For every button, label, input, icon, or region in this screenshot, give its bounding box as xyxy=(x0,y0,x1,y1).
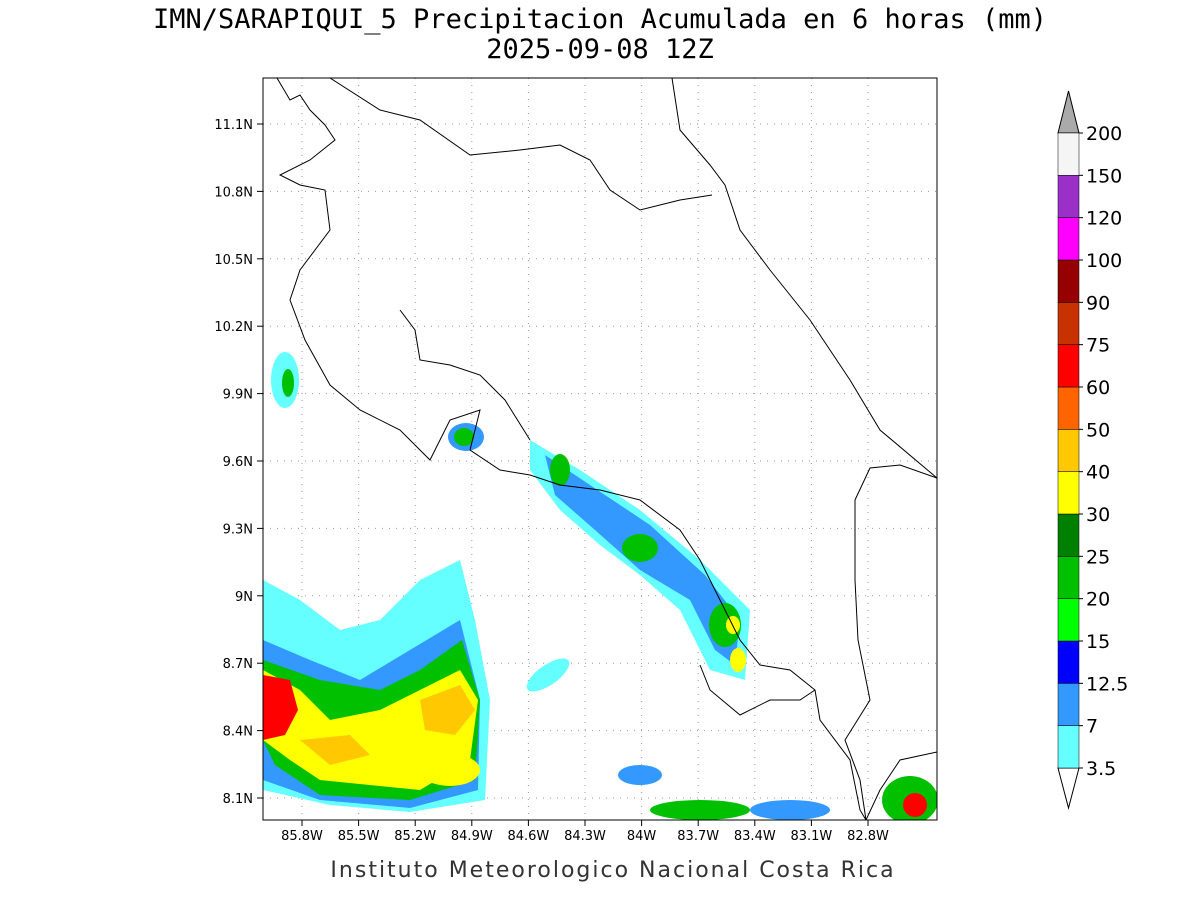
lat-tick-label: 8.7N xyxy=(223,657,253,672)
footer: Instituto Meteorologico Nacional Costa R… xyxy=(330,858,895,883)
lat-tick-label: 9.6N xyxy=(223,455,253,470)
lon-tick-label: 84.6W xyxy=(507,829,549,844)
colorbar-label: 100 xyxy=(1086,250,1122,272)
lat-tick-label: 10.8N xyxy=(214,185,253,200)
lon-tick-label: 84.9W xyxy=(451,829,493,844)
colorbar-box xyxy=(1057,598,1080,642)
colorbar-label: 3.5 xyxy=(1086,758,1116,780)
colorbar-box xyxy=(1057,556,1080,599)
colorbar-box xyxy=(1057,175,1080,218)
colorbar-box xyxy=(1057,640,1080,684)
colorbar-under xyxy=(1057,767,1080,810)
lon-tick-label: 84W xyxy=(627,829,657,844)
lat-tick-label: 8.4N xyxy=(223,725,253,740)
colorbar-box xyxy=(1057,344,1080,388)
lon-tick-label: 83.7W xyxy=(677,829,719,844)
colorbar: 3.5 7 12.5 15 20 25 30 40 50 60 75 90 100 120 150 200 xyxy=(1057,90,1128,810)
colorbar-box xyxy=(1057,471,1080,515)
colorbar-box xyxy=(1057,132,1080,176)
colorbar-label: 75 xyxy=(1086,335,1110,357)
colorbar-box xyxy=(1057,217,1080,261)
colorbar-box xyxy=(1057,302,1080,345)
lat-tick-label: 8.1N xyxy=(223,792,253,807)
precipitation-field xyxy=(263,78,937,820)
rain-cluster xyxy=(263,560,490,812)
lon-tick-label: 82.8W xyxy=(847,829,889,844)
lon-tick-label: 85.5W xyxy=(338,829,380,844)
lon-tick-label: 84.3W xyxy=(564,829,606,844)
colorbar-label: 20 xyxy=(1086,589,1110,611)
lat-tick-label: 9.3N xyxy=(223,522,253,537)
colorbar-label: 90 xyxy=(1086,292,1110,314)
lon-tick-label: 83.1W xyxy=(790,829,832,844)
title-line1: IMN/SARAPIQUI_5 Precipitacion Acumulada … xyxy=(153,4,1047,35)
colorbar-box xyxy=(1057,259,1080,303)
colorbar-box xyxy=(1057,513,1080,557)
colorbar-box xyxy=(1057,725,1080,769)
colorbar-label: 200 xyxy=(1086,123,1122,145)
colorbar-over xyxy=(1057,90,1080,134)
colorbar-label: 15 xyxy=(1086,631,1110,653)
coastline xyxy=(276,78,937,820)
colorbar-box xyxy=(1057,683,1080,726)
title-line2: 2025-09-08 12Z xyxy=(486,34,714,65)
rain-band xyxy=(271,352,937,820)
colorbar-label: 7 xyxy=(1086,716,1098,738)
lat-tick-label: 9.9N xyxy=(223,388,253,403)
colorbar-label: 120 xyxy=(1086,208,1122,230)
lon-tick-label: 85.8W xyxy=(281,829,323,844)
colorbar-label: 50 xyxy=(1086,419,1110,441)
lat-tick-label: 10.2N xyxy=(214,320,253,335)
lat-tick-label: 9N xyxy=(235,590,253,605)
colorbar-label: 25 xyxy=(1086,546,1110,568)
colorbar-label: 30 xyxy=(1086,504,1110,526)
lat-tick-label: 11.1N xyxy=(214,118,253,133)
grid: 11.1N 10.8N 10.5N 10.2N 9.9N 9.6N 9.3N 9N 8.7N 8.… xyxy=(214,78,937,844)
lat-tick-label: 10.5N xyxy=(214,253,253,268)
colorbar-label: 150 xyxy=(1086,165,1122,187)
colorbar-box xyxy=(1057,429,1080,472)
lon-tick-label: 83.4W xyxy=(734,829,776,844)
colorbar-box xyxy=(1057,386,1080,430)
colorbar-label: 40 xyxy=(1086,462,1110,484)
plot-frame xyxy=(262,77,938,821)
colorbar-label: 60 xyxy=(1086,377,1110,399)
lon-tick-label: 85.2W xyxy=(394,829,436,844)
colorbar-label: 12.5 xyxy=(1086,673,1128,695)
